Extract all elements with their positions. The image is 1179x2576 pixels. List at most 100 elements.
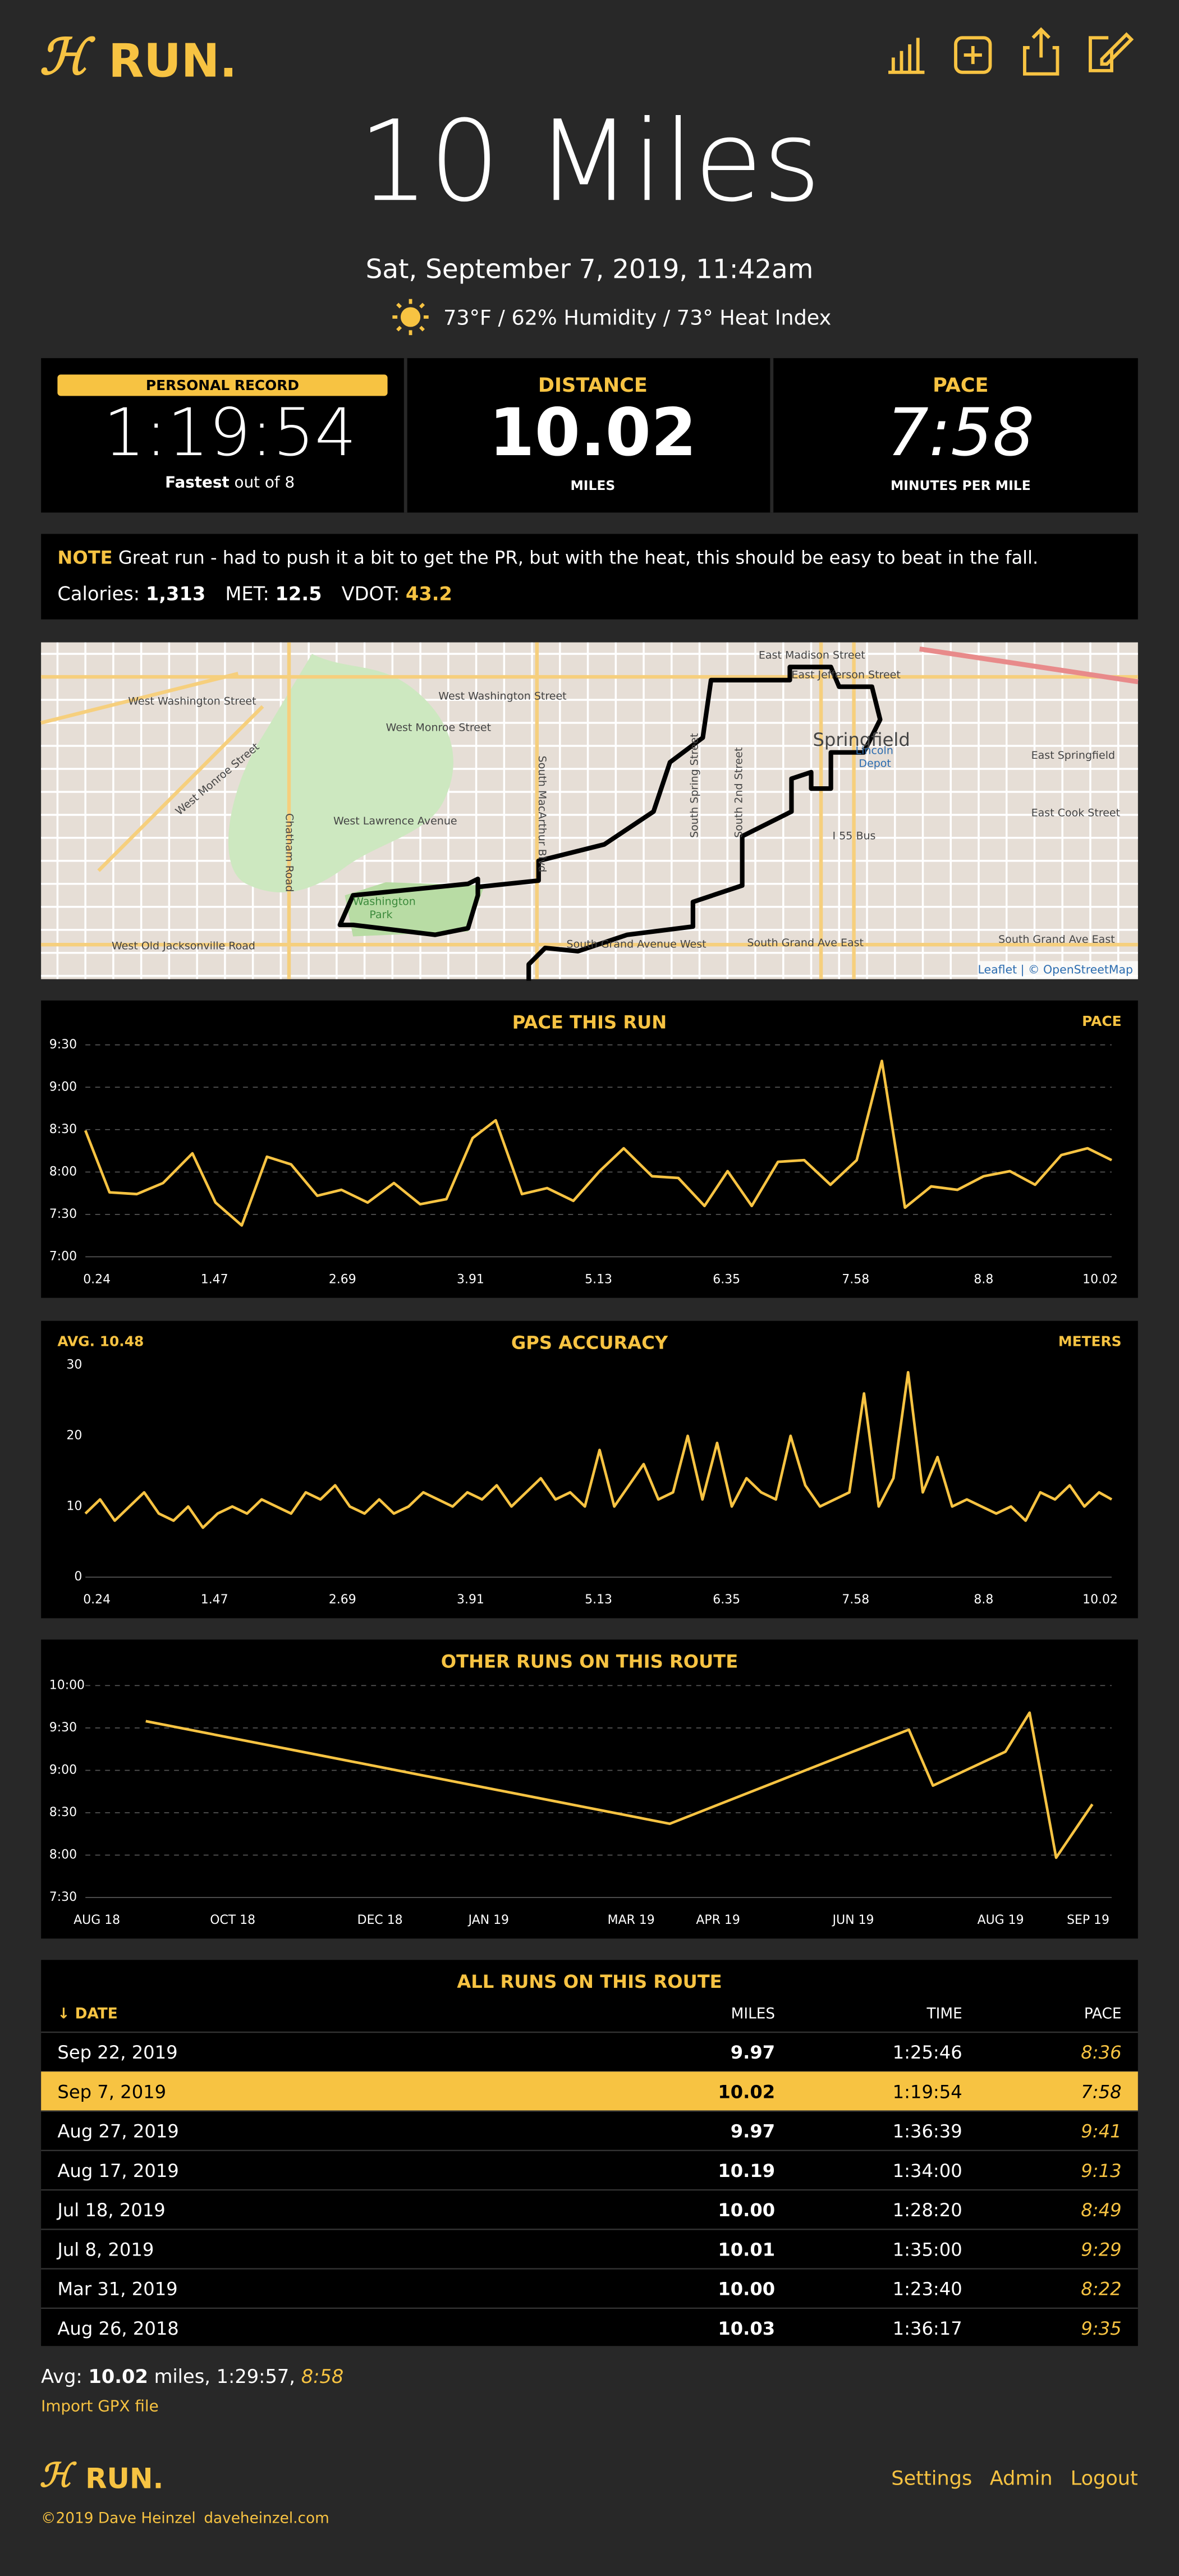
map-label: Depot bbox=[859, 758, 891, 770]
cell: Aug 26, 2018 bbox=[57, 2318, 178, 2339]
cell: 10.00 bbox=[718, 2279, 775, 2300]
x-tick-label: JAN 19 bbox=[467, 1913, 509, 1927]
attribution[interactable]: Leaflet | © OpenStreetMap bbox=[978, 963, 1133, 977]
x-tick-label: AUG 19 bbox=[978, 1913, 1024, 1927]
cell: Aug 27, 2019 bbox=[57, 2121, 178, 2142]
x-tick-label: 6.35 bbox=[713, 1272, 740, 1286]
nav-link[interactable]: Settings bbox=[891, 2467, 972, 2490]
x-tick-label: 5.13 bbox=[585, 1272, 612, 1286]
cell: Sep 22, 2019 bbox=[57, 2042, 177, 2063]
site-link[interactable]: daveheinzel.com bbox=[204, 2510, 329, 2527]
nav-link[interactable]: Admin bbox=[990, 2467, 1053, 2490]
note-label: NOTE bbox=[57, 547, 112, 568]
y-tick-label: 9:30 bbox=[49, 1038, 77, 1052]
washington-park bbox=[345, 882, 485, 937]
y-tick-label: 8:00 bbox=[49, 1848, 77, 1862]
x-tick-label: 5.13 bbox=[585, 1593, 612, 1607]
attribution-bg bbox=[979, 961, 1138, 979]
route bbox=[337, 664, 883, 981]
cell: 9.97 bbox=[731, 2121, 775, 2142]
main-roads bbox=[40, 642, 1138, 979]
y-tick-label: 7:30 bbox=[49, 1890, 77, 1904]
cell: 1:36:17 bbox=[893, 2318, 962, 2339]
map-label: Lincoln bbox=[856, 744, 893, 757]
cell: 1:34:00 bbox=[893, 2160, 962, 2181]
edit-icon[interactable] bbox=[1089, 32, 1134, 72]
y-tick-label: 8:30 bbox=[49, 1122, 77, 1136]
nav-link[interactable]: Logout bbox=[1071, 2467, 1138, 2490]
chart-title: GPS ACCURACY bbox=[511, 1332, 668, 1354]
cell: 9:35 bbox=[1081, 2318, 1121, 2339]
cell: 10.19 bbox=[718, 2160, 775, 2181]
line bbox=[84, 1060, 1113, 1227]
map-label: South Grand Ave East bbox=[747, 937, 864, 949]
cell: Sep 7, 2019 bbox=[57, 2081, 166, 2102]
line bbox=[145, 1711, 1094, 1859]
duration: 1:19:54 bbox=[103, 394, 356, 471]
metric-label: MET: bbox=[225, 583, 269, 604]
met: 12.5 bbox=[276, 583, 322, 604]
x-tick-label: OCT 18 bbox=[210, 1913, 255, 1927]
pace: 7:58 bbox=[887, 394, 1034, 471]
park bbox=[228, 654, 453, 893]
x-tick-label: SEP 19 bbox=[1067, 1913, 1109, 1927]
gps-panel bbox=[41, 1321, 1138, 1619]
x-tick-label: 2.69 bbox=[329, 1593, 356, 1607]
average: Avg: 10.02 miles, 1:29:57, 8:58 bbox=[41, 2365, 343, 2387]
map-label: East Cook Street bbox=[1031, 807, 1120, 819]
row-highlight bbox=[41, 2071, 1138, 2111]
y-tick-label: 10:00 bbox=[49, 1678, 85, 1692]
rank: Fastest out of 8 bbox=[165, 473, 295, 492]
add-icon[interactable] bbox=[954, 36, 992, 74]
x-tick-label: 6.35 bbox=[713, 1593, 740, 1607]
logo-icon: ℋ bbox=[39, 2458, 77, 2494]
column-header: TIME bbox=[926, 2005, 962, 2022]
import-link[interactable]: Import GPX file bbox=[41, 2396, 159, 2415]
y-tick-label: 9:30 bbox=[49, 1721, 77, 1735]
x-tick-label: 8.8 bbox=[974, 1272, 993, 1286]
x-tick-label: 1.47 bbox=[201, 1593, 228, 1607]
cell: 1:36:39 bbox=[893, 2121, 962, 2142]
cell: Aug 17, 2019 bbox=[57, 2160, 178, 2181]
metric-label: VDOT: bbox=[342, 583, 400, 604]
note-panel bbox=[41, 534, 1138, 620]
x-tick-label: APR 19 bbox=[696, 1913, 740, 1927]
stat-label: PACE bbox=[933, 374, 988, 397]
copyright-text: ©2019 Dave Heinzel bbox=[41, 2510, 196, 2527]
map[interactable]: West Washington Street West Washington St… bbox=[40, 642, 1139, 981]
cell: 1:23:40 bbox=[893, 2279, 962, 2300]
stat-unit: MILES bbox=[570, 478, 615, 493]
map-bg bbox=[41, 642, 1138, 979]
avg-unit: miles, bbox=[154, 2365, 210, 2387]
map-label: I 55 Bus bbox=[833, 829, 876, 842]
y-tick-label: 10 bbox=[66, 1499, 82, 1513]
run-title: 10 Miles bbox=[358, 96, 821, 226]
cell: 1:35:00 bbox=[893, 2239, 962, 2260]
metrics: Calories: 1,313 MET: 12.5 VDOT: 43.2 bbox=[57, 583, 452, 604]
vdot: 43.2 bbox=[406, 583, 452, 604]
avg-time: 1:29:57, bbox=[217, 2365, 295, 2387]
cell: 10.01 bbox=[718, 2239, 775, 2260]
x-tick-label: 7.58 bbox=[842, 1593, 869, 1607]
map-label: South Grand Avenue West bbox=[567, 938, 707, 951]
y-tick-label: 30 bbox=[66, 1358, 82, 1372]
x-tick-label: DEC 18 bbox=[357, 1913, 403, 1927]
share-icon[interactable] bbox=[1023, 27, 1059, 76]
x-tick-label: 8.8 bbox=[974, 1593, 993, 1607]
calories: 1,313 bbox=[146, 583, 205, 604]
map-label: Springfield bbox=[813, 729, 910, 750]
map-label: West Old Jacksonville Road bbox=[112, 940, 255, 952]
y-axis-label: METERS bbox=[1058, 1333, 1122, 1350]
y-tick-label: 0 bbox=[74, 1570, 82, 1584]
stats-icon[interactable] bbox=[888, 38, 925, 74]
logo[interactable]: RUN. bbox=[108, 35, 237, 88]
footer-logo[interactable]: RUN. bbox=[85, 2463, 163, 2495]
sun-icon bbox=[392, 299, 429, 336]
cell: 10.00 bbox=[718, 2199, 775, 2221]
toolbar bbox=[888, 27, 1134, 76]
avg-label: Avg: bbox=[41, 2365, 82, 2387]
cell: 10.02 bbox=[718, 2081, 775, 2102]
x-tick-label: 10.02 bbox=[1082, 1593, 1118, 1607]
